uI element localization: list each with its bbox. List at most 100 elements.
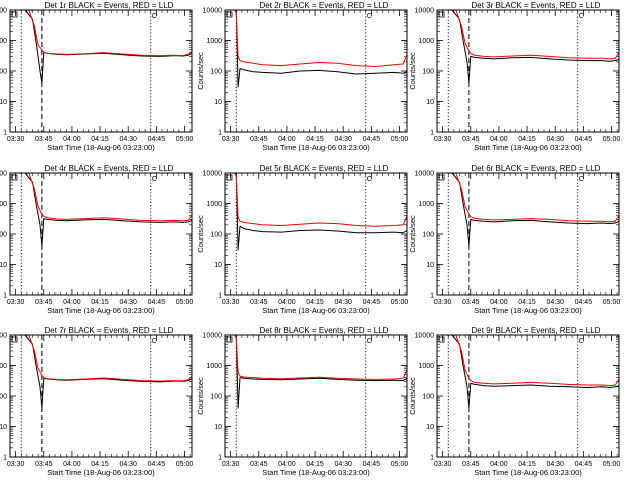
plot-frame [9,334,193,458]
x-tick-label: 03:45 [250,136,268,143]
x-tick-label: 03:30 [434,299,452,306]
x-tick-label: 04:15 [91,299,109,306]
chart-panel-5: Det 5r BLACK = Events, RED = LLD 1 10 100 10… [196,164,408,315]
y-tick-label: 10000 [203,171,223,178]
y-tick-label: 1 [218,130,222,137]
series-line-red-lld [225,334,408,380]
x-tick-label: 04:00 [490,461,508,468]
x-tick-label: 04:00 [63,136,81,143]
y-tick-label: 10 [0,262,7,269]
marker-label: C [152,176,157,183]
x-tick-label: 03:45 [35,136,53,143]
x-tick-label: 05:00 [391,461,409,468]
series-line-red-lld [10,334,193,382]
x-axis-label: Start Time (18-Aug-06 03:23:00) [474,468,582,477]
y-tick-label: 10000 [415,333,435,340]
y-tick-label: 1 [218,293,222,300]
x-tick-label: 04:45 [148,461,166,468]
x-tick-label: 03:30 [222,461,240,468]
chart-panel-9: Det 9r BLACK = Events, RED = LLD 1 10 100 10… [408,326,620,477]
x-tick-label: 04:15 [91,136,109,143]
y-tick-label: 1 [3,130,7,137]
x-tick-label: 03:45 [462,461,480,468]
x-tick-label: 04:45 [575,136,593,143]
y-tick-label: 1000 [418,363,434,370]
x-tick-label: 04:30 [546,461,564,468]
y-tick-label: 1 [3,455,7,462]
y-tick-label: 10000 [415,171,435,178]
x-tick-label: 03:45 [462,299,480,306]
y-tick-label: 1 [218,455,222,462]
y-tick-label: 1000 [418,201,434,208]
x-tick-label: 03:30 [434,136,452,143]
panel-title: Det 4r BLACK = Events, RED = LLD [45,164,174,173]
x-tick-label: 04:00 [278,461,296,468]
y-tick-label: 10000 [415,8,435,15]
series-line-black-events [10,172,193,247]
marker-label: C [579,338,584,345]
x-tick-label: 04:00 [490,299,508,306]
y-axis-label: Counts/sec [196,215,205,253]
x-tick-label: 04:30 [334,461,352,468]
panel-title: Det 1r BLACK = Events, RED = LLD [45,1,174,10]
y-axis-label: Counts/sec [196,52,205,90]
y-tick-label: 10000 [0,333,7,340]
x-axis-label: Start Time (18-Aug-06 03:23:00) [47,143,155,152]
x-tick-label: 03:30 [7,461,25,468]
x-tick-label: 03:45 [250,461,268,468]
panel-title: Det 2r BLACK = Events, RED = LLD [260,1,389,10]
panel-title: Det 3r BLACK = Events, RED = LLD [472,1,601,10]
x-tick-label: 04:15 [91,461,109,468]
y-tick-label: 1000 [206,38,222,45]
x-tick-label: 04:30 [119,136,137,143]
x-tick-label: 05:00 [176,461,194,468]
plot-frame [224,334,408,458]
start-marker-box [226,336,233,343]
panel-title: Det 7r BLACK = Events, RED = LLD [45,326,174,335]
y-tick-label: 10 [214,262,222,269]
y-tick-label: 10 [426,99,434,106]
y-axis-label: Counts/sec [196,377,205,415]
x-tick-label: 03:45 [35,461,53,468]
y-tick-label: 1000 [0,201,7,208]
x-tick-label: 04:15 [306,461,324,468]
marker-label: C [579,13,584,20]
start-marker-box [226,11,233,18]
y-axis-label: Counts/sec [408,52,417,90]
y-tick-label: 10 [426,424,434,431]
series-line-black-events [437,9,620,84]
x-tick-label: 03:45 [462,136,480,143]
y-tick-label: 1 [430,130,434,137]
x-tick-label: 04:15 [518,299,536,306]
x-tick-label: 05:00 [391,136,409,143]
x-tick-label: 04:00 [63,461,81,468]
x-tick-label: 04:15 [518,136,536,143]
y-tick-label: 10 [214,99,222,106]
x-tick-label: 03:30 [222,299,240,306]
plot-frame [224,172,408,296]
series-line-red-lld [225,172,408,227]
panel-title: Det 5r BLACK = Events, RED = LLD [260,164,389,173]
x-tick-label: 04:15 [518,461,536,468]
y-tick-label: 10000 [0,171,7,178]
y-tick-label: 1000 [0,363,7,370]
y-tick-label: 100 [210,394,222,401]
x-tick-label: 05:00 [391,299,409,306]
series-line-black-events [225,172,408,251]
y-tick-label: 100 [0,232,7,239]
series-line-red-lld [225,9,408,67]
series-line-black-events [10,334,193,409]
plot-frame [436,334,620,458]
x-tick-label: 04:30 [119,461,137,468]
x-tick-label: 03:45 [35,299,53,306]
panel-title: Det 8r BLACK = Events, RED = LLD [260,326,389,335]
x-axis-label: Start Time (18-Aug-06 03:23:00) [47,468,155,477]
marker-label: C [152,13,157,20]
y-tick-label: 100 [0,69,7,76]
start-marker-box [438,336,445,343]
y-tick-label: 1000 [418,38,434,45]
series-line-red-lld [10,172,193,222]
y-axis-label: Counts/sec [408,215,417,253]
plot-frame [9,172,193,296]
x-tick-label: 03:45 [250,299,268,306]
